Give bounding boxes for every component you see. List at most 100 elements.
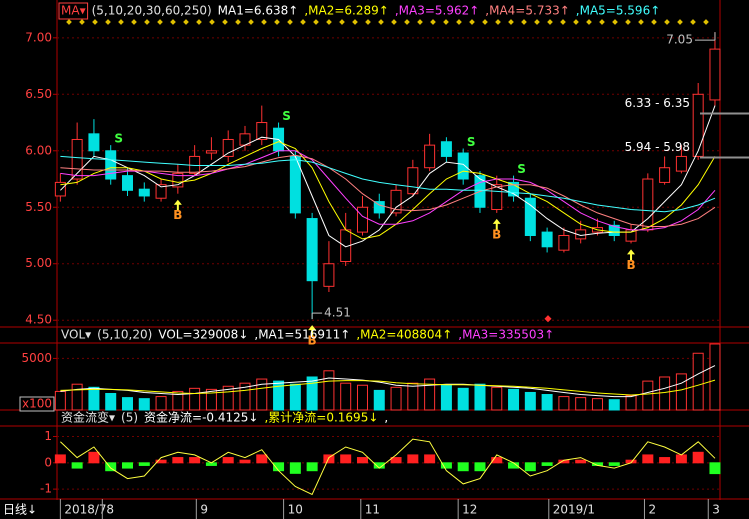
legend-text: ,累计净流=0.1695↓: [264, 411, 378, 425]
y-tick-label: 6.50: [25, 87, 52, 101]
x-tick-label: 2019/1: [553, 503, 595, 517]
legend-text: VOL=329008↓: [158, 328, 248, 342]
bar: [407, 382, 419, 411]
bar: [340, 382, 352, 411]
bar: [256, 454, 268, 464]
bar: [390, 457, 402, 464]
bar: [222, 457, 234, 464]
candle-body: [491, 184, 503, 211]
x-tick-label: 2018/7: [64, 503, 106, 517]
x-tick-label: 2: [648, 503, 656, 517]
ma-line: [60, 365, 716, 398]
y-tick-label: 6.00: [25, 143, 52, 157]
legend-text: ,: [384, 411, 388, 425]
marker-decoration: [404, 19, 410, 25]
candle-body: [88, 133, 100, 152]
bar: [222, 385, 234, 411]
bar: [155, 396, 167, 411]
candle-body: [222, 138, 234, 157]
bar: [105, 462, 117, 472]
candle-body: [558, 235, 570, 251]
bar: [440, 384, 452, 411]
marker-decoration: [261, 19, 267, 25]
price-extreme-label: 7.05: [666, 33, 693, 47]
price-extreme-label: 4.51: [324, 306, 351, 320]
bar: [172, 457, 184, 464]
bar: [508, 388, 520, 411]
marker-decoration: [118, 19, 124, 25]
marker-decoration: [417, 19, 423, 25]
y-tick-label: 5.50: [25, 200, 52, 214]
marker-decoration: [248, 19, 254, 25]
bar: [71, 462, 83, 469]
bar: [155, 459, 167, 464]
bar: [591, 398, 603, 411]
bar: [692, 352, 704, 411]
signal-label: B: [492, 227, 501, 241]
candle-body: [390, 189, 402, 214]
ma-line: [60, 438, 716, 496]
marker-decoration: [274, 19, 280, 25]
legend-text: ,MA5=5.596↑: [576, 4, 660, 18]
bar: [491, 457, 503, 464]
bar: [390, 386, 402, 411]
marker-decoration: [92, 19, 98, 25]
candle-body: [524, 197, 536, 237]
marker-decoration: [235, 19, 241, 25]
bar: [541, 462, 553, 466]
marker-decoration: [573, 19, 579, 25]
x-tick-label: 8: [106, 503, 114, 517]
marker-decoration: [365, 19, 371, 25]
bar: [205, 388, 217, 411]
marker-decoration: [287, 19, 293, 25]
marker-decoration: [690, 19, 696, 25]
candle-body: [373, 201, 385, 214]
bar: [54, 454, 66, 464]
bar: [474, 462, 486, 472]
marker-decoration: [66, 19, 72, 25]
bar: [424, 454, 436, 464]
candle-body: [172, 172, 184, 188]
candle-body: [121, 175, 133, 191]
marker-decoration: [612, 19, 618, 25]
signal-label: S: [467, 135, 476, 149]
legend-text: 资金净流=-0.4125↓: [144, 410, 258, 425]
signal-label: S: [114, 132, 123, 146]
bar: [558, 396, 570, 411]
y-tick-label: 5000: [21, 351, 52, 365]
y-tick-label: 7.00: [25, 30, 52, 44]
candle-body: [105, 150, 117, 180]
bar: [306, 376, 318, 411]
bar: [306, 462, 318, 472]
bar: [524, 462, 536, 472]
bar: [189, 457, 201, 464]
marker-decoration: [430, 19, 436, 25]
bar: [659, 376, 671, 411]
marker-decoration: [378, 19, 384, 25]
marker-decoration: [196, 19, 202, 25]
ma-line: [60, 150, 716, 231]
x-tick-label: 3: [712, 503, 720, 517]
bar: [709, 462, 721, 475]
marker-decoration: [300, 19, 306, 25]
buy-arrow: [627, 249, 636, 261]
marker-decoration: [508, 19, 514, 25]
marker-decoration: [625, 19, 631, 25]
x-tick-label: 11: [365, 503, 380, 517]
bar: [239, 459, 251, 464]
unit-box: [19, 396, 55, 412]
candle-body: [457, 152, 469, 180]
bar: [575, 397, 587, 411]
marker-decoration: [183, 19, 189, 25]
candle-body: [424, 144, 436, 169]
marker-decoration: [144, 19, 150, 25]
marker-decoration: [586, 19, 592, 25]
bar: [189, 387, 201, 411]
bar: [172, 390, 184, 411]
candle-body: [440, 141, 452, 157]
bar: [256, 378, 268, 411]
signal-label: B: [173, 208, 182, 222]
bar: [54, 390, 66, 411]
